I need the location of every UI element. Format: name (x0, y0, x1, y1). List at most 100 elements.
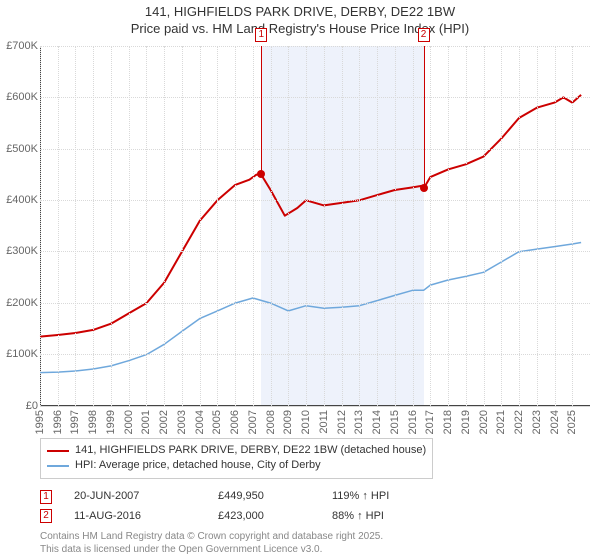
y-tick-label: £0 (2, 400, 38, 412)
legend-label: 141, HIGHFIELDS PARK DRIVE, DERBY, DE22 … (75, 443, 426, 458)
sale-date: 11-AUG-2016 (74, 507, 214, 527)
gridline-v (200, 46, 201, 406)
x-tick-label: 1998 (87, 410, 99, 434)
gridline-v (58, 46, 59, 406)
gridline-h (40, 149, 590, 150)
gridline-v (555, 46, 556, 406)
chart-area: £0£100K£200K£300K£400K£500K£600K£700K199… (40, 46, 590, 426)
sale-marker-line (424, 46, 425, 188)
x-tick-label: 2012 (336, 410, 348, 434)
x-tick-label: 2018 (442, 410, 454, 434)
x-tick-label: 1999 (105, 410, 117, 434)
gridline-h (40, 354, 590, 355)
x-tick-label: 2014 (371, 410, 383, 434)
chart-title: 141, HIGHFIELDS PARK DRIVE, DERBY, DE22 … (0, 0, 600, 38)
y-tick-label: £700K (2, 40, 38, 52)
sale-row-marker: 2 (40, 509, 52, 523)
x-tick-label: 2025 (566, 410, 578, 434)
gridline-h (40, 46, 590, 47)
x-tick-label: 2007 (247, 410, 259, 434)
copyright-line-1: Contains HM Land Registry data © Crown c… (40, 530, 590, 543)
x-tick-label: 2023 (531, 410, 543, 434)
gridline-h (40, 406, 590, 407)
legend-swatch (47, 465, 69, 467)
sale-marker-flag: 1 (255, 28, 267, 42)
x-tick-label: 2010 (300, 410, 312, 434)
gridline-v (377, 46, 378, 406)
legend-block: 141, HIGHFIELDS PARK DRIVE, DERBY, DE22 … (40, 438, 590, 556)
sale-marker-flag: 2 (418, 28, 430, 42)
plot-area: £0£100K£200K£300K£400K£500K£600K£700K199… (40, 46, 590, 406)
sale-row: 120-JUN-2007£449,950119% ↑ HPI (40, 487, 590, 507)
gridline-v (359, 46, 360, 406)
gridline-v (40, 46, 41, 406)
sale-price: £423,000 (218, 507, 328, 527)
gridline-v (537, 46, 538, 406)
gridline-v (484, 46, 485, 406)
x-tick-label: 2009 (282, 410, 294, 434)
series-hpi (40, 242, 581, 372)
x-tick-label: 2015 (389, 410, 401, 434)
legend-label: HPI: Average price, detached house, City… (75, 458, 321, 473)
sale-marker-dot (257, 170, 265, 178)
x-tick-label: 1997 (69, 410, 81, 434)
gridline-v (572, 46, 573, 406)
gridline-h (40, 200, 590, 201)
title-line-2: Price paid vs. HM Land Registry's House … (0, 21, 600, 38)
x-tick-label: 2006 (229, 410, 241, 434)
x-tick-label: 2005 (211, 410, 223, 434)
sale-hpi: 88% ↑ HPI (332, 507, 442, 527)
x-tick-label: 2022 (513, 410, 525, 434)
sale-row-marker: 1 (40, 490, 52, 504)
gridline-h (40, 97, 590, 98)
gridline-v (111, 46, 112, 406)
gridline-v (288, 46, 289, 406)
gridline-v (146, 46, 147, 406)
legend-box: 141, HIGHFIELDS PARK DRIVE, DERBY, DE22 … (40, 438, 433, 479)
gridline-v (519, 46, 520, 406)
gridline-v (324, 46, 325, 406)
y-tick-label: £500K (2, 143, 38, 155)
gridline-v (164, 46, 165, 406)
legend-row: HPI: Average price, detached house, City… (47, 458, 426, 473)
y-tick-label: £400K (2, 194, 38, 206)
x-tick-label: 2003 (176, 410, 188, 434)
legend-swatch (47, 450, 69, 452)
y-tick-label: £600K (2, 91, 38, 103)
gridline-v (75, 46, 76, 406)
gridline-h (40, 303, 590, 304)
x-tick-label: 2004 (194, 410, 206, 434)
x-tick-label: 2019 (460, 410, 472, 434)
gridline-v (271, 46, 272, 406)
x-tick-label: 2011 (318, 410, 330, 434)
x-tick-label: 2017 (424, 410, 436, 434)
sale-row: 2 11-AUG-2016£423,00088% ↑ HPI (40, 507, 590, 527)
gridline-v (182, 46, 183, 406)
y-tick-label: £200K (2, 297, 38, 309)
y-tick-label: £100K (2, 348, 38, 360)
sales-table: 120-JUN-2007£449,950119% ↑ HPI211-AUG-20… (40, 487, 590, 527)
gridline-h (40, 251, 590, 252)
y-tick-label: £300K (2, 245, 38, 257)
gridline-v (217, 46, 218, 406)
sale-price: £449,950 (218, 487, 328, 507)
gridline-v (253, 46, 254, 406)
title-line-1: 141, HIGHFIELDS PARK DRIVE, DERBY, DE22 … (0, 4, 600, 21)
sale-date: 20-JUN-2007 (74, 487, 214, 507)
line-series-svg (40, 46, 590, 406)
gridline-v (93, 46, 94, 406)
legend-row: 141, HIGHFIELDS PARK DRIVE, DERBY, DE22 … (47, 443, 426, 458)
x-tick-label: 2024 (549, 410, 561, 434)
series-price (40, 95, 581, 337)
gridline-v (129, 46, 130, 406)
x-tick-label: 1996 (52, 410, 64, 434)
x-tick-label: 1995 (34, 410, 46, 434)
gridline-v (466, 46, 467, 406)
x-tick-label: 2008 (265, 410, 277, 434)
x-tick-label: 2016 (407, 410, 419, 434)
x-tick-label: 2000 (123, 410, 135, 434)
copyright: Contains HM Land Registry data © Crown c… (40, 530, 590, 556)
gridline-v (306, 46, 307, 406)
gridline-v (413, 46, 414, 406)
sale-marker-dot (420, 184, 428, 192)
